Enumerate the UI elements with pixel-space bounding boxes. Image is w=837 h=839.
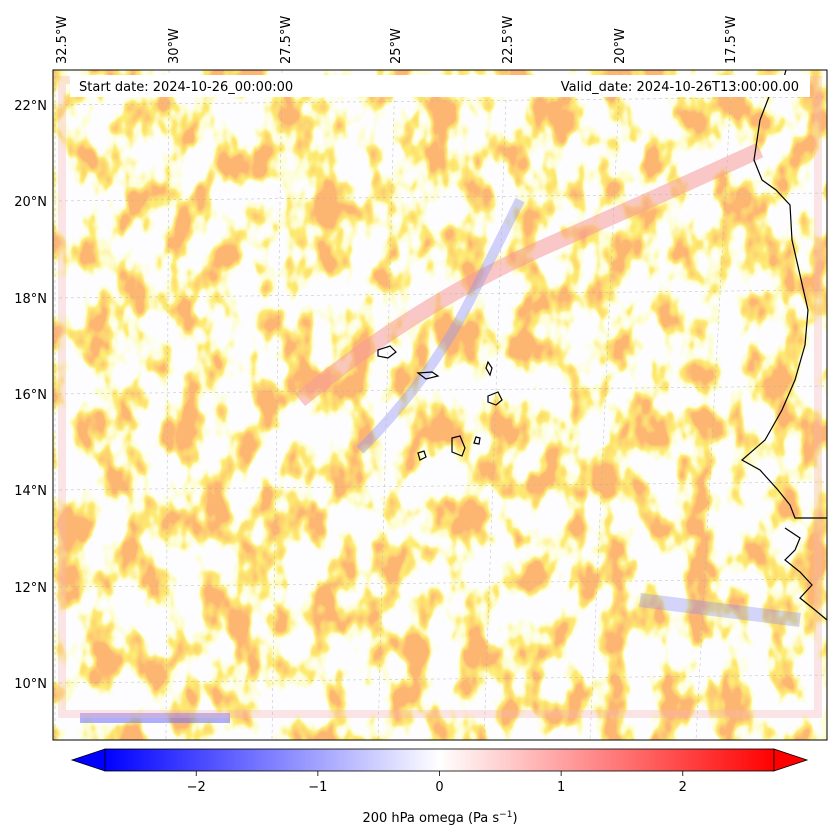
lat-tick-label: 10°N [14, 677, 47, 692]
colorbar-tick-label: −1 [308, 780, 327, 795]
coastlines [377, 69, 828, 621]
colorbar-tick-label: 0 [435, 780, 443, 795]
colorbar-label-close: ) [512, 811, 517, 826]
island-santiago [451, 435, 466, 457]
lon-tick-labels: 32.5°W 30°W 27.5°W 25°W 22.5°W 20°W 17.5… [55, 16, 739, 64]
valid-date-label: Valid_date: 2024-10-26T13:00:00.00 [561, 80, 799, 95]
colorbar-label-exponent: −1 [499, 810, 512, 820]
colorbar-left-extend [70, 748, 106, 772]
lon-tick-label: 25°W [389, 28, 404, 64]
map-frame [52, 69, 828, 741]
lon-tick-label: 20°W [613, 28, 628, 64]
colorbar-tick-label: −2 [187, 780, 206, 795]
info-banner [70, 75, 810, 97]
trough-band [356, 197, 525, 454]
colorbar-ticks: −2 −1 0 1 2 [187, 771, 687, 795]
colorbar-tick-label: 2 [679, 780, 687, 795]
island-sal [485, 360, 493, 377]
africa-coastline [740, 69, 827, 519]
lat-tick-label: 12°N [14, 581, 47, 596]
start-date-label: Start date: 2024-10-26_00:00:00 [79, 80, 293, 95]
island-boa-vista [487, 391, 503, 406]
lon-tick-label: 27.5°W [279, 16, 294, 64]
lat-tick-label: 22°N [14, 99, 47, 114]
lon-tick-label: 32.5°W [55, 16, 70, 64]
colorbar-tick-label: 1 [557, 780, 565, 795]
ridge-band [294, 142, 764, 407]
east-band [639, 593, 801, 627]
africa-coastline-south [784, 527, 828, 621]
colorbar-right-extend [773, 748, 809, 772]
lat-tick-label: 18°N [14, 292, 47, 307]
lat-tick-label: 16°N [14, 388, 47, 403]
island-santo-antao [377, 345, 397, 359]
lat-tick-label: 14°N [14, 484, 47, 499]
lon-tick-label: 30°W [167, 28, 182, 64]
lon-tick-label: 22.5°W [501, 16, 516, 64]
lat-tick-labels: 22°N 20°N 18°N 16°N 14°N 12°N 10°N [14, 99, 47, 692]
lon-tick-label: 17.5°W [724, 16, 739, 64]
colorbar-label-main: 200 hPa omega (Pa s [362, 811, 499, 826]
island-sao-nicolau [416, 371, 440, 380]
lat-tick-label: 20°N [14, 195, 47, 210]
gridlines [52, 69, 828, 741]
colorbar-label: 200 hPa omega (Pa s−1) [362, 810, 517, 826]
omega-field [53, 70, 827, 740]
colorbar: −2 −1 0 1 2 200 hPa omega (Pa s−1) [70, 748, 809, 826]
island-fogo [417, 450, 427, 461]
colorbar-body [104, 748, 775, 772]
island-maio [473, 436, 481, 445]
